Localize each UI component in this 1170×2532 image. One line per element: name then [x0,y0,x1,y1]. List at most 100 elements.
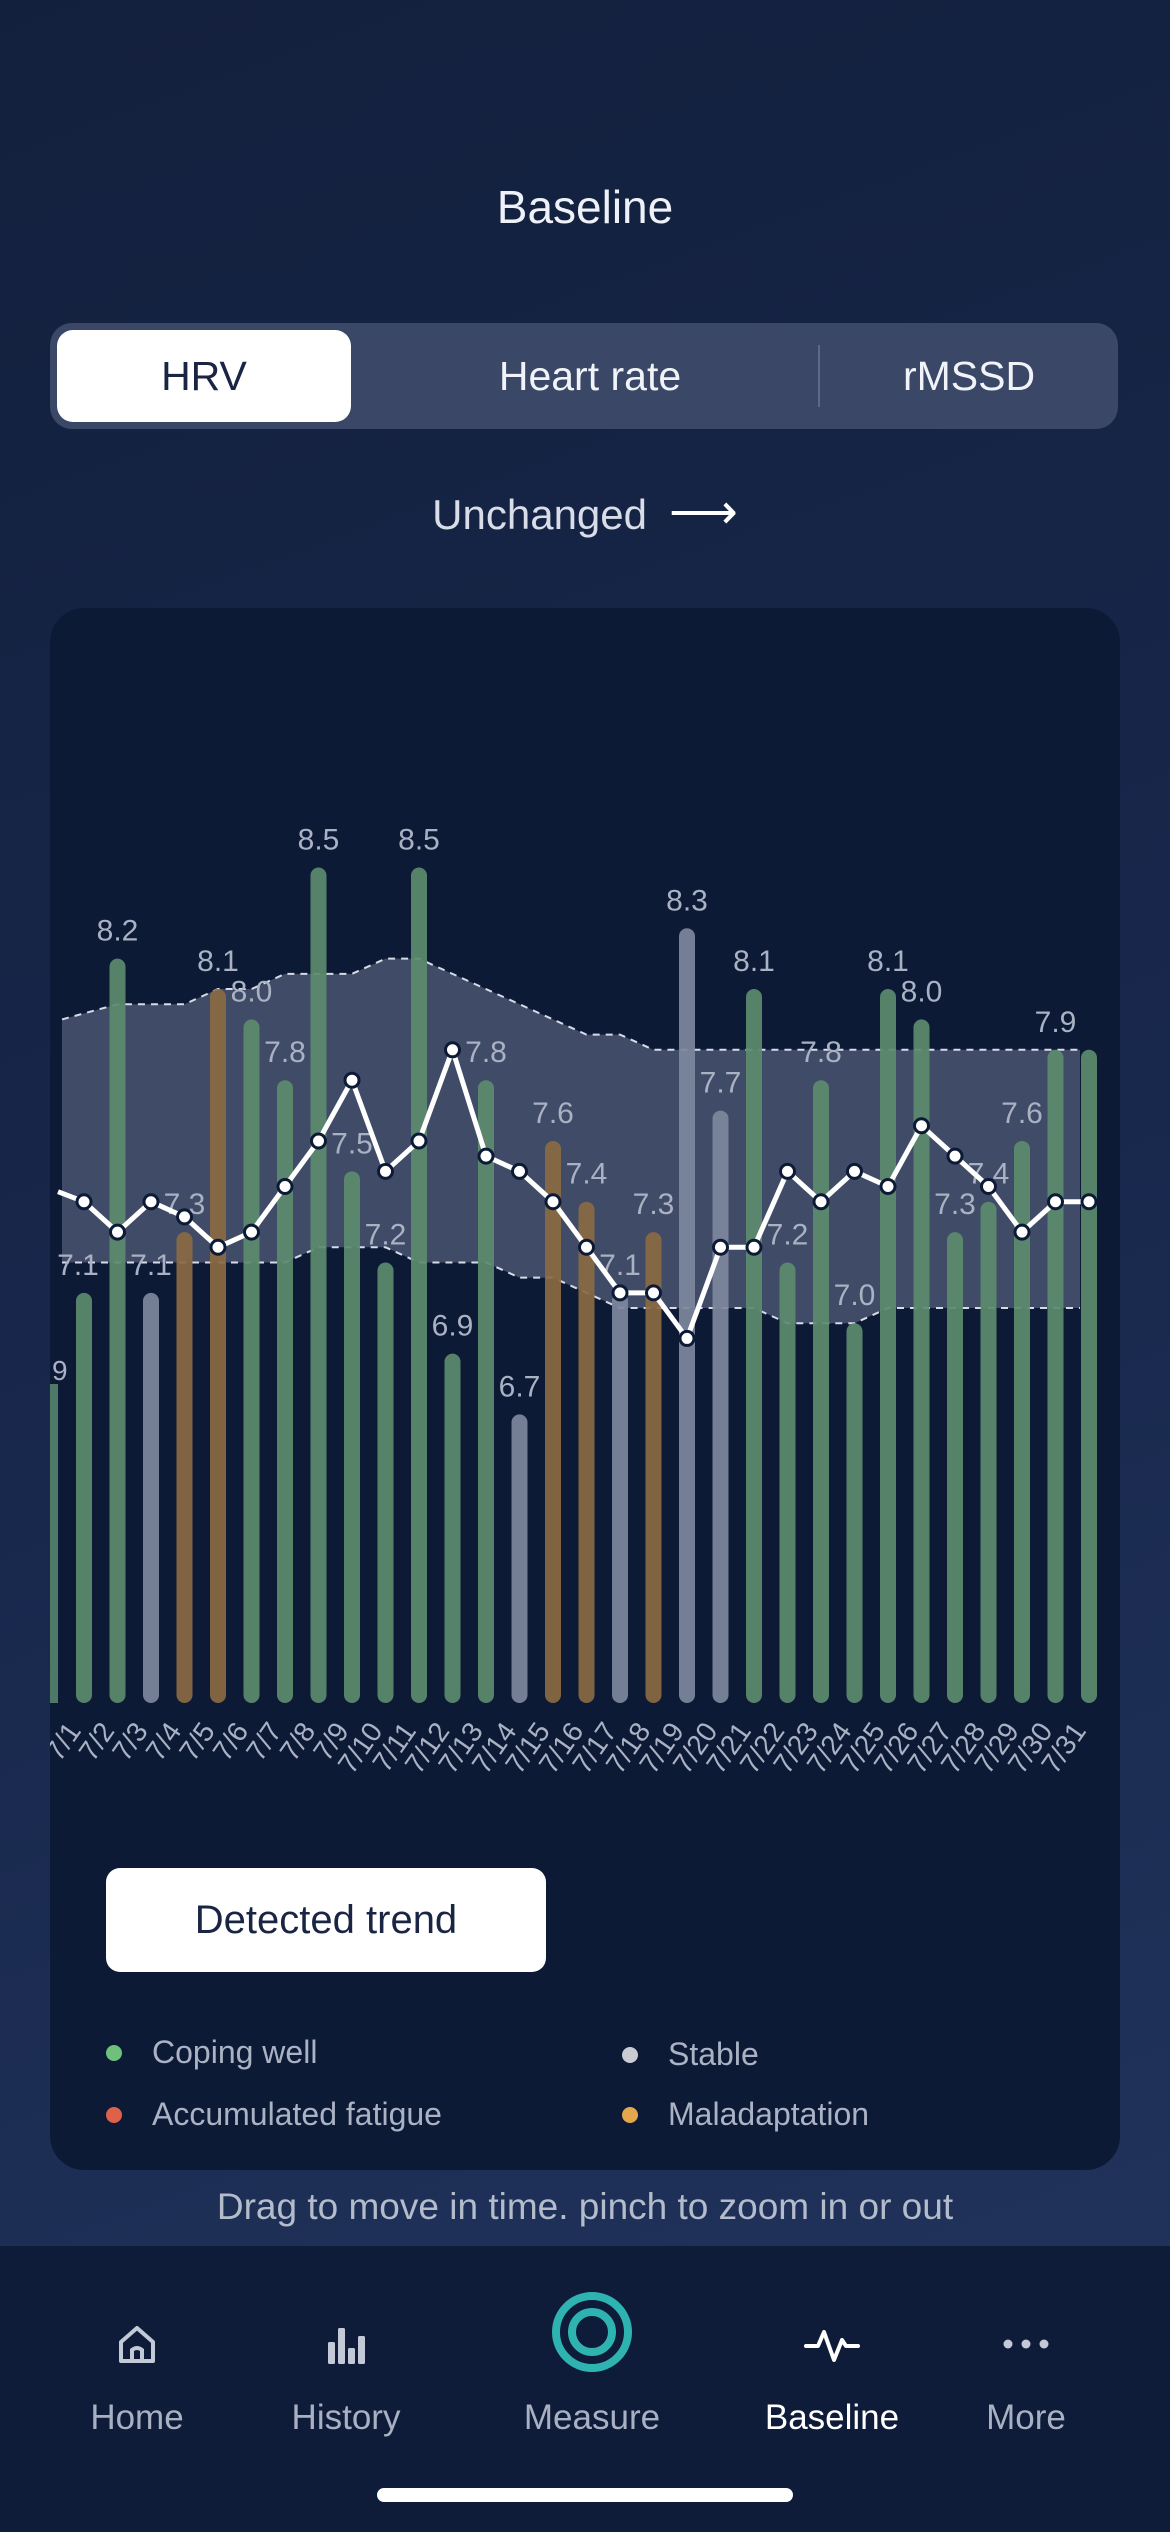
segment-heart-rate[interactable]: Heart rate [498,352,682,399]
trend-point [243,1223,260,1241]
trend-point [377,1162,394,1180]
bar-value-label: 7.2 [365,1218,407,1251]
bar-value-label: 7.7 [700,1067,742,1100]
trend-point [980,1178,997,1196]
trend-point [310,1132,327,1150]
legend-item-stable: Stable [622,2036,759,2073]
bar [645,1232,662,1703]
bar-value-label: 8.3 [666,884,708,917]
bar [109,958,126,1703]
trend-point [109,1223,126,1241]
gesture-hint: Drag to move in time. pinch to zoom in o… [216,2186,954,2227]
bar [411,867,427,1703]
segment-hrv[interactable]: HRV [57,330,351,422]
trend-point [209,1238,227,1256]
trend-point [645,1284,662,1302]
bar-value-label: 7.5 [331,1127,373,1160]
legend-label: Coping well [152,2034,318,2070]
bar-value-label: 7.9 [1035,1006,1077,1039]
bar [243,1019,260,1703]
chart-card: 9 7.1 8.2 7.1 7.3 8.1 8.0 7.8 8.5 7.5 7.2 8.5 6.9 7.8… [50,608,1120,2170]
pulse-icon [804,2330,860,2362]
bar [377,1262,394,1703]
legend-item-coping-well: Coping well [106,2034,317,2071]
tab-label: Baseline [764,2398,900,2437]
bar-value-label: 8.1 [733,945,775,978]
trend-point [611,1284,629,1302]
measure-ring-icon [552,2292,632,2372]
legend-dot [106,2106,122,2123]
trend-point [1080,1193,1098,1211]
bar [578,1201,595,1703]
trend-point [176,1208,193,1226]
tab-measure[interactable]: Measure [477,2246,707,2466]
bar [679,928,695,1703]
legend-label: Accumulated fatigue [152,2096,442,2132]
legend-dot [622,2106,638,2123]
bar [176,1232,193,1703]
trend-label: Unchanged [432,491,648,538]
bar [143,1292,159,1703]
bar-value-label: 8.5 [398,824,440,857]
trend-point [1013,1223,1031,1241]
trend-point [812,1193,830,1211]
bar [880,989,896,1703]
bar-value-label: 7.6 [532,1097,574,1130]
bar-value-label: 7.1 [130,1249,172,1282]
tab-bar: Home History Measure Baseline More [0,2246,1170,2532]
bar-value-label-partial: 9 [52,1355,68,1386]
trend-point [946,1147,964,1165]
bar-value-label: 8.0 [901,975,943,1008]
metric-segmented-control: HRV Heart rate rMSSD [50,323,1118,429]
hrv-chart[interactable]: 97.18.27.17.38.18.07.88.57.57.28.56.97.8… [50,608,1120,1858]
bar-value-label: 7.8 [800,1036,842,1069]
bar-value-label: 7.8 [264,1036,306,1069]
bar-value-label: 8.2 [97,915,139,948]
tab-baseline[interactable]: Baseline [717,2246,947,2466]
legend-label: Maladaptation [668,2096,870,2132]
tab-label: Measure [523,2398,661,2437]
trend-point [779,1162,796,1180]
trend-point [879,1178,897,1196]
tab-home[interactable]: Home [22,2246,252,2466]
tab-label: Home [90,2398,184,2437]
bar [1081,1049,1097,1703]
more-dots-icon [1003,2339,1049,2349]
bar-partial [50,1384,58,1703]
bar-chart-icon [328,2328,365,2364]
trend-point [142,1193,160,1211]
bar [76,1292,92,1703]
trend-point [678,1329,696,1347]
bar-value-label: 7.8 [465,1036,507,1069]
bar [746,989,762,1703]
tab-more[interactable]: More [911,2246,1141,2466]
bar-value-label: 8.5 [298,824,340,857]
trend-point [444,1041,461,1059]
segment-rmssd[interactable]: rMSSD [902,352,1036,399]
bar-value-label: 7.2 [767,1218,809,1251]
bar-value-label: 6.9 [432,1310,474,1343]
bar [1047,1049,1064,1703]
bar [779,1262,796,1703]
bar [1014,1140,1030,1703]
legend-dot [622,2046,638,2063]
bar [511,1414,528,1703]
bar [545,1140,561,1703]
bar [612,1292,628,1703]
tab-history[interactable]: History [231,2246,461,2466]
home-indicator [377,2488,793,2502]
bar-value-label: 7.0 [834,1279,876,1312]
segment-divider [818,345,820,407]
trend-point [712,1238,729,1256]
bar-value-label: 7.4 [566,1158,608,1191]
bar [813,1080,829,1703]
bar [712,1110,729,1703]
legend-item-accumulated-fatigue: Accumulated fatigue [106,2096,442,2133]
detected-trend-button[interactable]: Detected trend [106,1868,546,1972]
bar-value-label: 7.3 [633,1188,675,1221]
bar [947,1232,963,1703]
bar-value-label: 8.1 [197,945,239,978]
trend-point [846,1162,863,1180]
arrow-right-icon: ⟶ [669,486,738,539]
bar [210,989,226,1703]
